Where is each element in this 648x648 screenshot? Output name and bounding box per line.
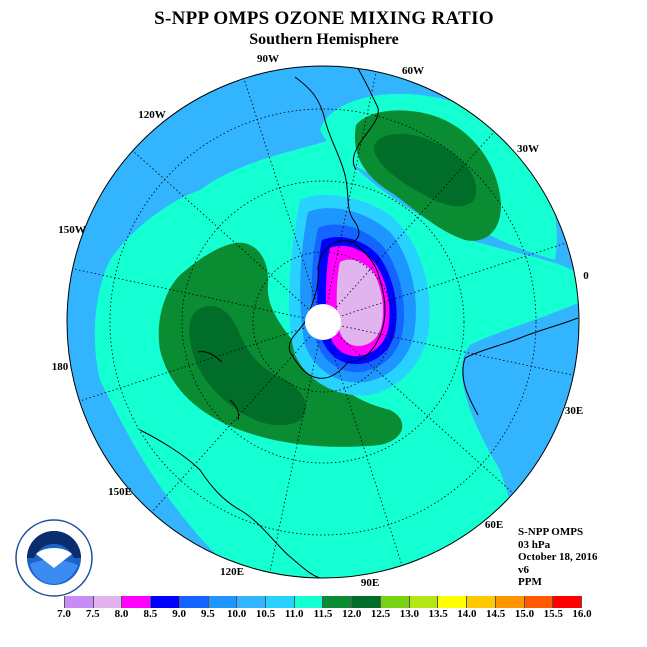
meridians	[72, 71, 574, 573]
colorbar-tick-label: 12.5	[370, 608, 391, 620]
info-version: v6	[518, 563, 529, 576]
map-fill-layers	[67, 66, 579, 578]
colorbar-segment	[237, 596, 267, 608]
green-region-left	[158, 242, 403, 447]
lat-circle-60s	[181, 180, 465, 464]
colorbar-tick-label: 9.5	[201, 608, 215, 620]
meridian-line	[132, 150, 324, 323]
colorbar-tick-label: 16.0	[572, 608, 592, 620]
lon-label-30e: 30E	[565, 405, 583, 417]
colorbar-segment	[179, 596, 209, 608]
new-zealand-coast	[197, 351, 239, 421]
meridian-line	[322, 321, 574, 376]
colorbar-segment	[380, 596, 410, 608]
lon-label-60w: 60W	[402, 65, 424, 77]
page-subtitle: Southern Hemisphere	[249, 31, 399, 48]
colorbar-tick-label: 13.5	[428, 608, 448, 620]
colorbar-tick-label: 13.0	[399, 608, 419, 620]
colorbar-tick-label: 14.0	[457, 608, 477, 620]
coastlines	[139, 66, 579, 578]
meridian-line	[72, 268, 324, 323]
colorbar-segment	[151, 596, 180, 608]
lon-label-90e: 90E	[361, 577, 379, 589]
meridian-line	[322, 321, 514, 494]
africa-coast	[462, 317, 579, 416]
graticule	[72, 71, 574, 573]
colorbar-segment	[409, 596, 439, 608]
meridian-line	[79, 321, 324, 402]
colorbar-segment	[495, 596, 525, 608]
colorbar-tick-label: 15.0	[514, 608, 535, 620]
colorbar-segment	[266, 596, 295, 608]
colorbar-segment	[294, 596, 324, 608]
colorbar-tick-label: 8.0	[114, 608, 129, 620]
lat-circle-40s	[109, 108, 537, 536]
colorbar-tick-label: 12.0	[342, 608, 362, 620]
noaa-logo-text: NOAA	[42, 549, 66, 558]
colorbar-segment	[93, 596, 123, 608]
band-75	[336, 259, 383, 346]
colorbar-segment	[64, 596, 94, 608]
south-america-coast	[294, 76, 360, 245]
map-border	[66, 65, 580, 579]
colorbar-tick-label: 7.5	[85, 608, 100, 620]
colorbar	[64, 596, 582, 608]
info-instrument: S-NPP OMPS	[518, 526, 584, 538]
colorbar-segment	[467, 596, 496, 608]
colorbar-tick-label: 9.0	[172, 608, 186, 620]
meridian-line	[151, 321, 324, 513]
lon-label-60e: 60E	[485, 519, 503, 531]
meridian-line	[322, 71, 377, 323]
lon-label-90w: 90W	[257, 53, 279, 65]
meridian-line	[269, 321, 324, 573]
colorbar-segment	[208, 596, 238, 608]
noaa-logo: NOAA	[15, 519, 93, 597]
info-panel: S-NPP OMPS 03 hPa October 18, 2016 v6 PP…	[518, 526, 598, 589]
colorbar-tick-label: 10.0	[227, 608, 247, 620]
colorbar-segment	[438, 596, 468, 608]
colorbar-tick-label: 11.0	[284, 608, 304, 620]
colorbar-tick-label: 11.5	[313, 608, 333, 620]
colorbar-segment	[122, 596, 152, 608]
info-level: 03 hPa	[518, 538, 551, 551]
colorbar-tick-label: 10.5	[255, 608, 276, 620]
colorbar-tick-label: 7.0	[57, 608, 71, 620]
lon-label-30w: 30W	[517, 143, 539, 155]
dark-green-top	[374, 133, 477, 207]
colorbar-segment	[524, 596, 554, 608]
colorbar-segment	[352, 596, 381, 608]
dark-green-left	[189, 306, 306, 426]
lon-label-0: 0	[583, 270, 589, 282]
meridian-line	[322, 242, 567, 323]
info-units: PPM	[518, 576, 542, 588]
colorbar-segment	[553, 596, 582, 608]
colorbar-labels: 7.0 7.5 8.0 8.5 9.0 9.5 10.0 10.5 11.0 11.5 12.0 12…	[0, 608, 647, 624]
antarctica-coast	[288, 240, 386, 379]
lon-label-120e: 120E	[220, 566, 244, 578]
info-date: October 18, 2016	[518, 551, 598, 563]
south-america-east	[352, 66, 379, 171]
colorbar-tick-label: 8.5	[143, 608, 158, 620]
lon-label-150w: 150W	[58, 224, 86, 236]
colorbar-segment	[323, 596, 353, 608]
meridian-line	[243, 78, 324, 323]
meridian-line	[322, 321, 403, 566]
page-title: S-NPP OMPS OZONE MIXING RATIO	[154, 8, 494, 29]
pole-data-gap	[305, 304, 341, 340]
colorbar-tick-label: 14.5	[486, 608, 506, 620]
lat-circle-80s	[252, 251, 394, 393]
lon-label-150e: 150E	[108, 486, 132, 498]
meridian-line	[322, 131, 495, 323]
colorbar-tick-label: 15.5	[543, 608, 563, 620]
lon-label-120w: 120W	[138, 109, 166, 121]
lon-label-180: 180	[52, 361, 69, 373]
australia-coast	[139, 429, 321, 578]
